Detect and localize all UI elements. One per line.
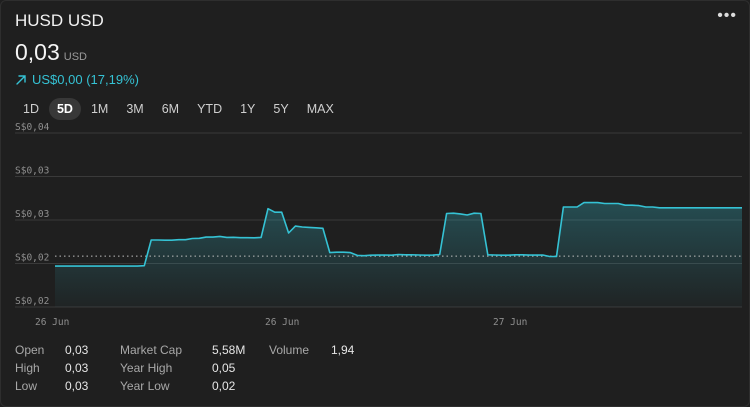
more-options-icon[interactable]: ••• (717, 7, 737, 24)
range-3m[interactable]: 3M (126, 102, 144, 116)
y-tick-label: S$0,02 (15, 296, 49, 307)
price-chart[interactable]: S$0,04 S$0,03 S$0,03 S$0,02 S$0,02 26 Jun 26 … (1, 121, 750, 331)
stat-value-low: 0,03 (65, 379, 89, 393)
range-max[interactable]: MAX (306, 102, 334, 116)
stat-label-market-cap: Market Cap (120, 343, 183, 357)
stat-empty-2 (269, 379, 331, 393)
stat-empty-2-value (331, 379, 391, 393)
x-tick-label: 27 Jun (493, 317, 527, 328)
range-5y[interactable]: 5Y (273, 102, 289, 116)
asset-title: HUSD USD (15, 11, 104, 30)
y-tick-label: S$0,02 (15, 253, 49, 264)
price-line (55, 201, 742, 267)
stat-label-volume: Volume (269, 343, 310, 357)
current-price: 0,03 USD (15, 39, 87, 66)
stat-label-year-high: Year High (120, 361, 173, 375)
stat-value-year-low: 0,02 (212, 379, 236, 393)
stat-empty-1-value (331, 361, 391, 375)
x-tick-label: 26 Jun (35, 317, 69, 328)
stats-grid: Open 0,03 Market Cap 5,58M Volume 1,94 H… (15, 343, 391, 393)
range-ytd[interactable]: YTD (197, 102, 223, 116)
stat-label-open: Open (15, 343, 45, 357)
price-currency: USD (63, 51, 87, 63)
stat-label-year-low: Year Low (120, 379, 170, 393)
stat-value-open: 0,03 (65, 343, 89, 357)
price-value: 0,03 (15, 39, 60, 65)
stat-value-volume: 1,94 (331, 343, 355, 357)
range-1y[interactable]: 1Y (240, 102, 256, 116)
range-6m[interactable]: 6M (161, 102, 180, 116)
arrow-up-right-icon (16, 74, 26, 85)
x-tick-label: 26 Jun (265, 317, 299, 328)
stat-value-high: 0,03 (65, 361, 89, 375)
stat-label-low: Low (15, 379, 38, 393)
price-change: US$0,00 (17,19%) (15, 72, 139, 87)
stat-empty-1 (269, 361, 331, 375)
stat-value-year-high: 0,05 (212, 361, 236, 375)
y-tick-label: S$0,04 (15, 122, 50, 133)
range-5d[interactable]: 5D (48, 98, 81, 120)
y-tick-label: S$0,03 (15, 209, 49, 220)
range-1d[interactable]: 1D (23, 102, 39, 116)
range-selector: 1D 5D 1M 3M 6M YTD 1Y 5Y MAX (15, 98, 342, 120)
range-1m[interactable]: 1M (90, 102, 109, 116)
y-tick-label: S$0,03 (15, 166, 49, 177)
stat-label-high: High (15, 361, 40, 375)
stat-value-market-cap: 5,58M (212, 343, 246, 357)
price-change-text: US$0,00 (17,19%) (32, 72, 139, 87)
